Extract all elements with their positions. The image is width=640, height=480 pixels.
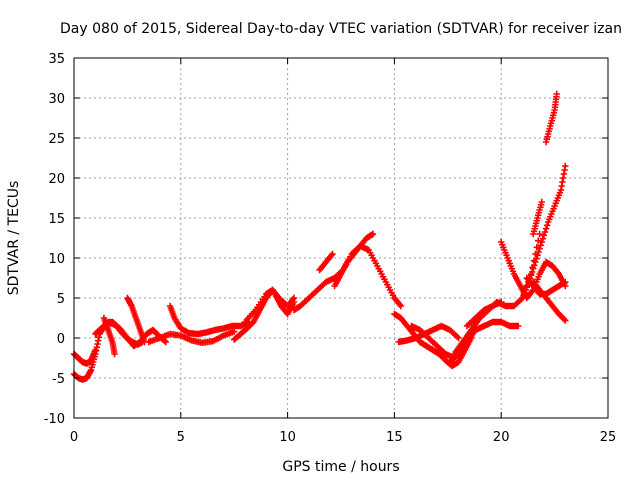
series-arc-12 <box>316 250 336 274</box>
data-point <box>316 250 336 274</box>
y-tick-label: 0 <box>57 332 65 347</box>
x-tick-label: 15 <box>386 430 403 445</box>
y-tick-label: 10 <box>48 252 65 267</box>
series-arc-23 <box>519 162 569 302</box>
grid <box>74 58 608 418</box>
data-point <box>463 298 505 330</box>
series-arc-25 <box>542 90 560 146</box>
data-point <box>145 328 238 346</box>
series-arc-10 <box>271 290 298 318</box>
series-arc-14 <box>391 310 475 370</box>
series-arc-24 <box>530 198 545 238</box>
series-arc-16 <box>408 322 458 362</box>
data-point <box>271 290 298 318</box>
chart-title: Day 080 of 2015, Sidereal Day-to-day VTE… <box>60 21 622 37</box>
series-arc-17 <box>446 318 522 366</box>
x-axis-label: GPS time / hours <box>282 459 399 475</box>
x-tick-label: 20 <box>493 430 510 445</box>
plot-frame <box>73 57 609 419</box>
series-arc-05 <box>124 294 148 346</box>
data-point <box>124 294 148 346</box>
y-tick-label: 30 <box>48 92 65 107</box>
y-tick-label: -10 <box>44 412 65 427</box>
data-point <box>166 302 253 338</box>
series-arc-07 <box>166 302 253 338</box>
y-tick-label: 35 <box>48 52 65 67</box>
y-tick-label: -5 <box>52 372 65 387</box>
series-arc-19 <box>463 298 505 330</box>
data-point <box>542 90 560 146</box>
y-tick-label: 5 <box>57 292 65 307</box>
x-tick-label: 10 <box>279 430 296 445</box>
data-point <box>530 278 569 324</box>
data-point <box>446 318 522 366</box>
series-arc-04 <box>100 314 118 358</box>
axis-ticks: 0 5 10 15 20 25 -10 -5 0 5 10 15 20 25 30 35 <box>44 52 617 445</box>
data-point <box>408 322 458 362</box>
series-arc-22 <box>530 278 569 324</box>
data-point <box>519 162 569 302</box>
series-arc-06 <box>145 328 238 346</box>
data-point <box>290 242 404 314</box>
y-tick-label: 20 <box>48 172 65 187</box>
x-tick-label: 25 <box>600 430 617 445</box>
data-point <box>100 314 118 358</box>
data-point <box>391 310 475 370</box>
data-layer <box>70 90 569 383</box>
y-tick-label: 25 <box>48 132 65 147</box>
data-point <box>331 230 377 290</box>
series-arc-11 <box>290 242 404 314</box>
x-tick-label: 5 <box>177 430 185 445</box>
series-arc-13 <box>331 230 377 290</box>
y-axis-label: SDTVAR / TECUs <box>6 181 22 296</box>
x-tick-label: 0 <box>70 430 78 445</box>
y-tick-label: 15 <box>48 212 65 227</box>
data-point <box>530 198 545 238</box>
